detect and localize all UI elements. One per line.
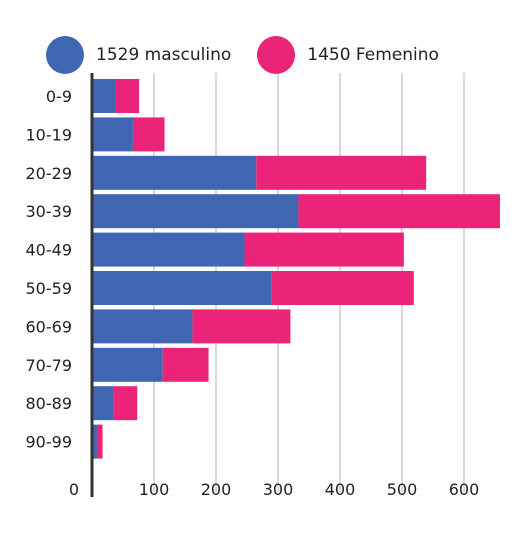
y-tick-label: 90-99 [26,433,73,452]
bar-masculino-30-39 [92,194,299,229]
y-tick-label: 10-19 [26,125,73,144]
x-tick-label: 100 [139,480,170,499]
y-tick-label: 20-29 [26,164,73,183]
bar-masculino-0-9 [92,79,116,113]
y-tick-label: 40-49 [26,241,73,260]
legend-item-femenino: 1450 Femenino [257,36,439,74]
y-tick-label: 70-79 [26,356,73,375]
legend-label-femenino: 1450 Femenino [307,45,439,65]
bar-femenino-90-99 [96,424,103,459]
x-tick-label: 600 [449,480,480,499]
bar-femenino-20-29 [256,155,427,190]
bar-masculino-80-89 [92,386,114,421]
x-tick-label: 300 [263,480,294,499]
bar-femenino-40-49 [244,232,404,267]
bar-femenino-0-9 [115,79,140,113]
legend: 1529 masculino 1450 Femenino [46,36,465,74]
legend-swatch-femenino [257,36,296,74]
x-tick-label: 400 [325,480,356,499]
bar-masculino-60-69 [92,309,193,344]
bar-femenino-80-89 [113,386,138,421]
bar-femenino-30-39 [298,194,500,229]
legend-label-masculino: 1529 masculino [96,45,232,65]
bar-masculino-90-99 [92,424,97,459]
bar-femenino-50-59 [271,271,414,305]
y-tick-label: 80-89 [26,394,73,413]
y-tick-label: 60-69 [26,317,73,336]
x-tick-label: 0 [69,480,79,499]
bar-masculino-20-29 [92,155,257,190]
bar-masculino-10-19 [92,117,133,152]
x-tick-label: 500 [387,480,418,499]
legend-swatch-masculino [46,36,84,74]
bar-femenino-70-79 [162,347,209,382]
legend-item-masculino: 1529 masculino [46,36,231,74]
bar-femenino-10-19 [132,117,165,152]
bar-masculino-40-49 [92,232,245,267]
y-tick-label: 50-59 [26,279,73,298]
x-tick-label: 200 [201,480,232,499]
bar-masculino-50-59 [92,271,272,305]
bar-femenino-60-69 [192,309,291,344]
y-tick-label: 0-9 [46,87,72,106]
bar-masculino-70-79 [92,347,163,382]
y-tick-label: 30-39 [26,202,73,221]
